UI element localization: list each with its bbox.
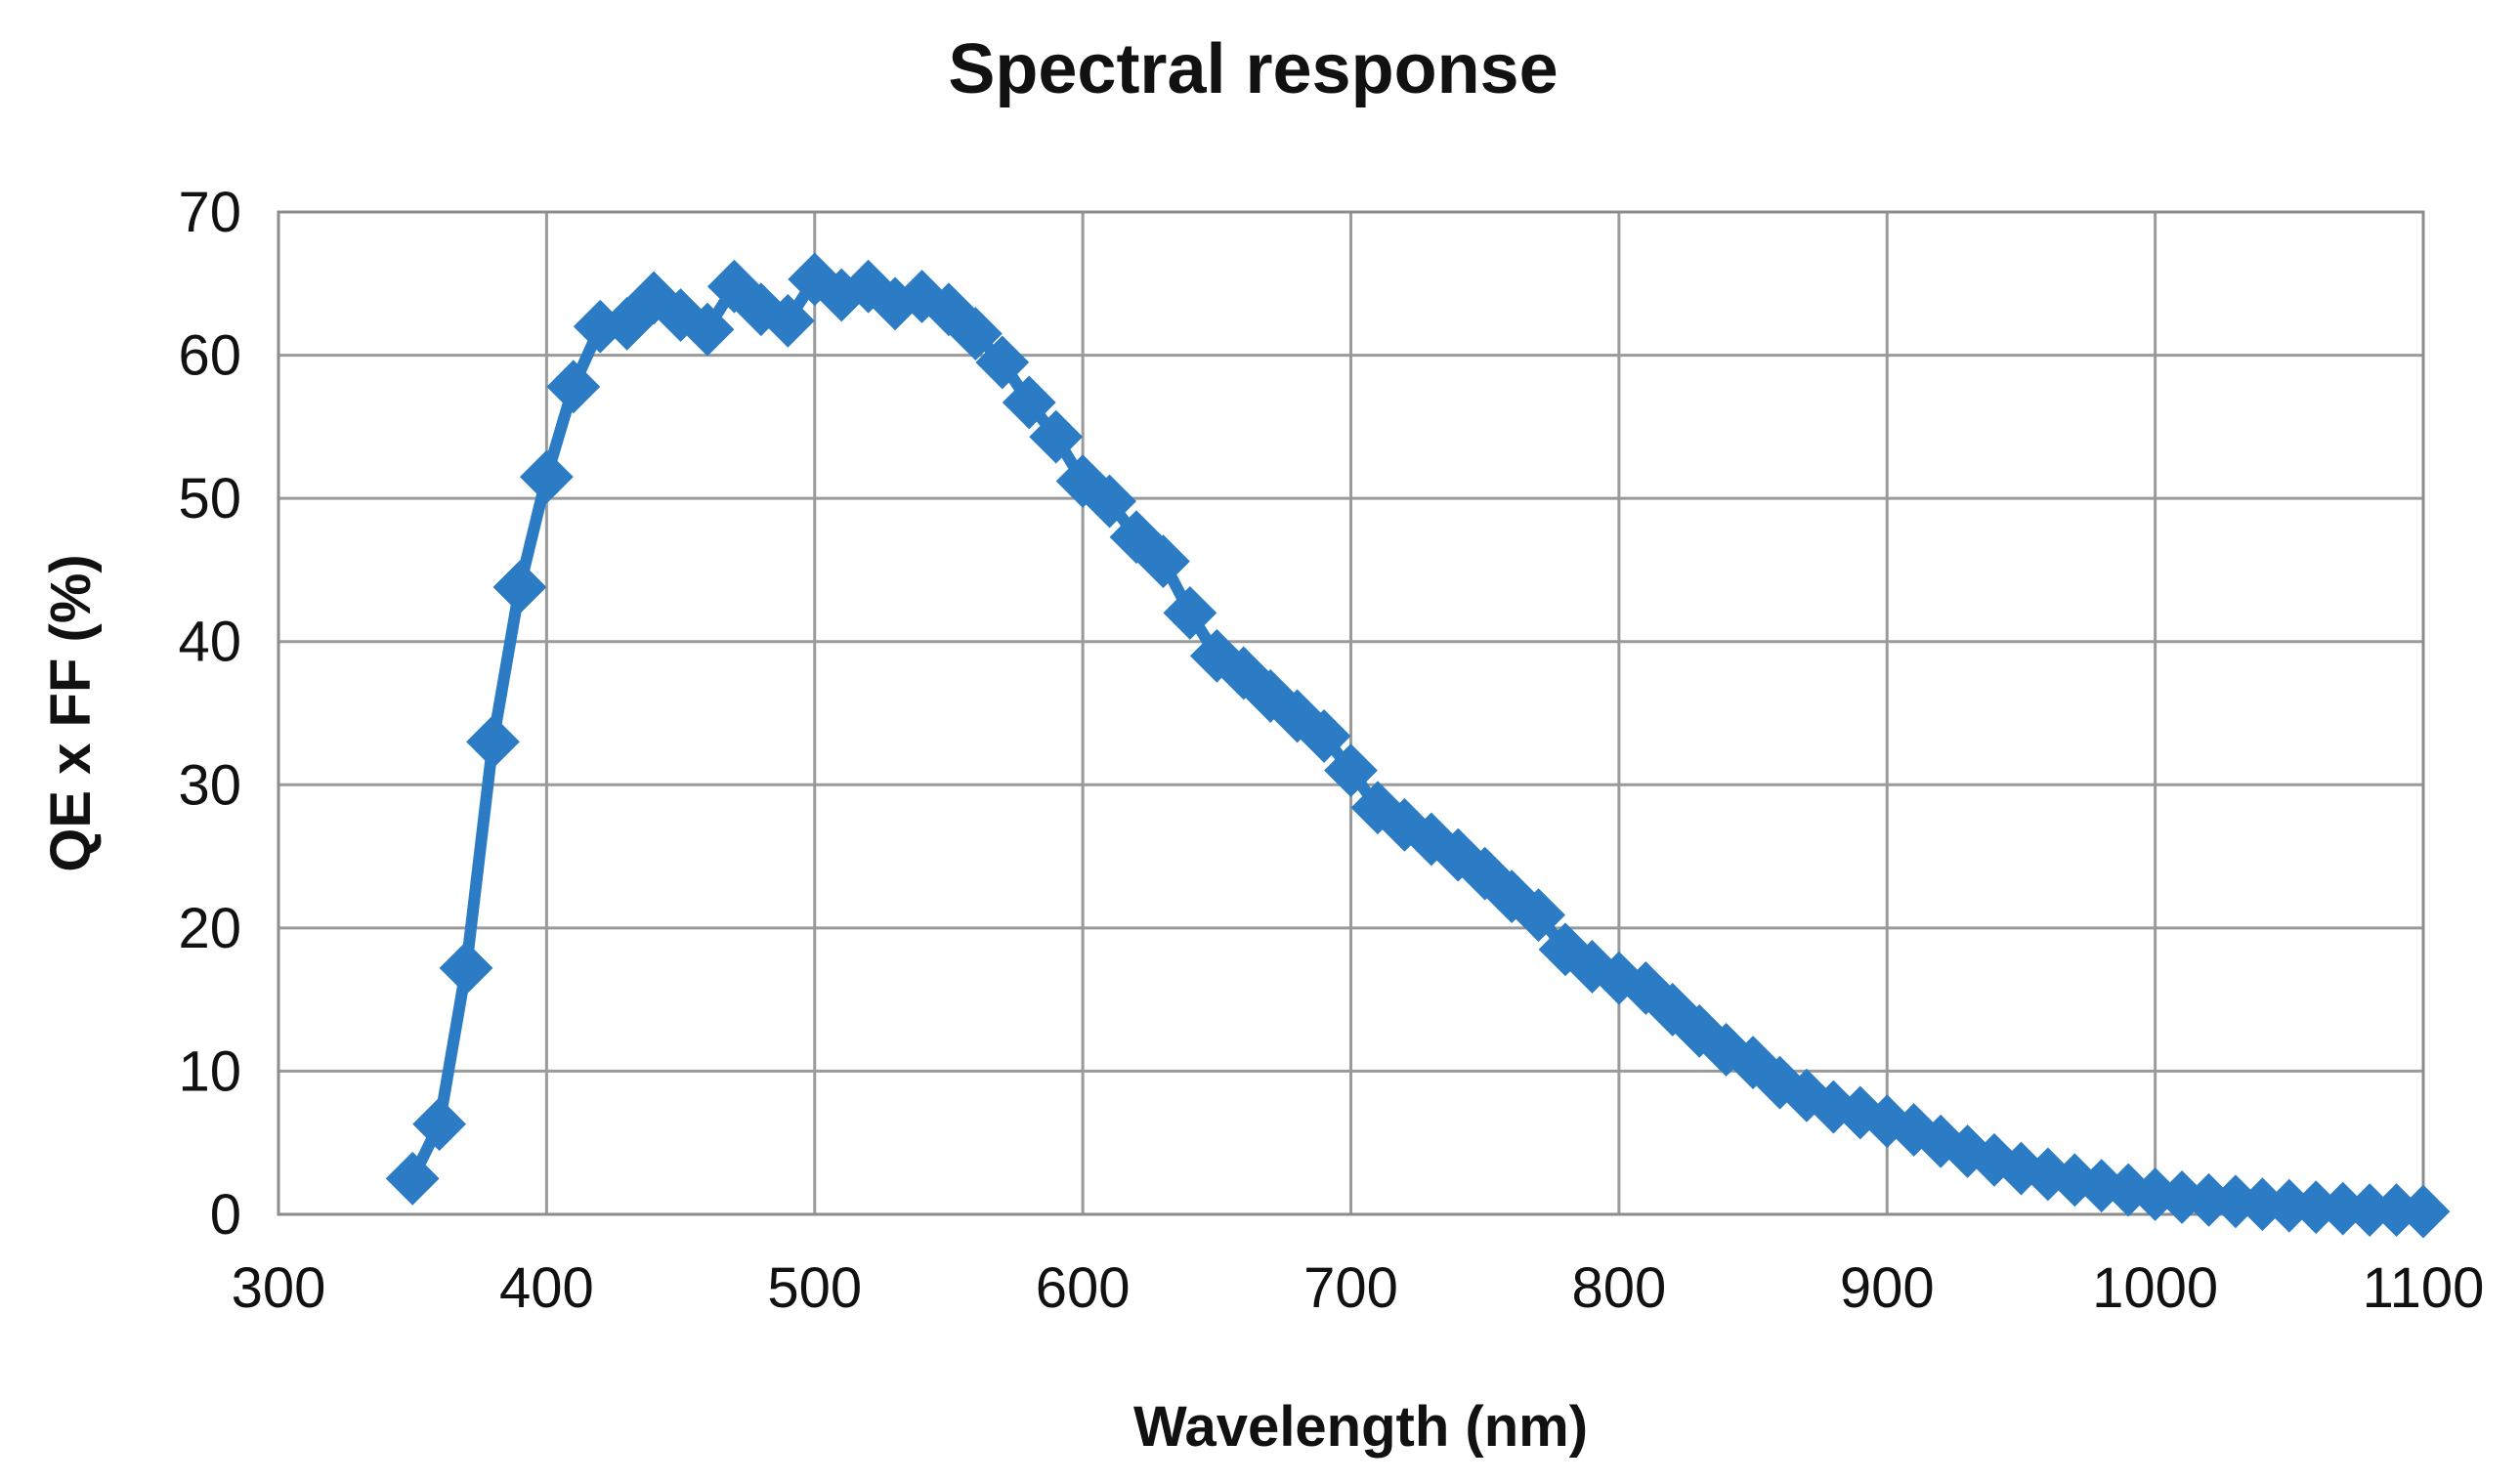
- data-point-marker: [1512, 888, 1565, 943]
- data-point-marker: [1324, 743, 1378, 798]
- data-point-marker: [546, 360, 601, 414]
- y-tick-label: 20: [178, 897, 241, 960]
- chart-title: Spectral response: [948, 30, 1558, 108]
- data-point-marker: [948, 307, 1003, 360]
- data-point-marker: [1083, 474, 1136, 529]
- data-point-marker: [1297, 709, 1351, 763]
- x-tick-label: 900: [1840, 1256, 1935, 1320]
- y-tick-label: 30: [178, 753, 241, 817]
- y-tick-label: 10: [178, 1039, 241, 1103]
- x-tick-label: 800: [1571, 1256, 1666, 1320]
- data-point-marker: [1136, 534, 1190, 589]
- x-tick-label: 300: [232, 1256, 326, 1320]
- data-point-marker: [412, 1097, 467, 1152]
- x-tick-label: 700: [1303, 1256, 1398, 1320]
- data-point-marker: [1002, 375, 1056, 430]
- y-axis-title: QE x FF (%): [39, 554, 103, 871]
- x-axis-title: Wavelength (nm): [1133, 1395, 1588, 1459]
- data-point-marker: [1029, 409, 1084, 464]
- data-point-marker: [385, 1151, 440, 1206]
- x-tick-label: 600: [1036, 1256, 1131, 1320]
- data-point-marker: [466, 714, 520, 769]
- data-point-marker: [492, 560, 547, 614]
- x-tick-label: 1000: [2092, 1256, 2218, 1320]
- series-layer: [385, 252, 2451, 1239]
- y-tick-label: 60: [178, 324, 241, 388]
- x-tick-label: 1100: [2363, 1256, 2485, 1320]
- data-point-marker: [600, 296, 655, 351]
- tick-label-layer: 0 10 20 30 40 50 60 70 300 400 500 600 700 800 900 1000…: [178, 181, 2484, 1320]
- plot-area-border: [277, 210, 2425, 1216]
- y-tick-label: 40: [178, 611, 241, 674]
- y-tick-label: 50: [178, 467, 241, 530]
- data-point-marker: [975, 335, 1030, 390]
- data-point-marker: [680, 302, 735, 357]
- data-point-marker: [1163, 585, 1217, 640]
- data-point-marker: [439, 941, 493, 996]
- x-tick-label: 400: [499, 1256, 594, 1320]
- data-point-marker: [2396, 1184, 2451, 1239]
- y-tick-label: 0: [210, 1183, 241, 1247]
- data-point-marker: [519, 449, 574, 504]
- y-tick-label: 70: [178, 181, 241, 244]
- data-point-marker: [760, 293, 815, 348]
- x-tick-label: 500: [767, 1256, 862, 1320]
